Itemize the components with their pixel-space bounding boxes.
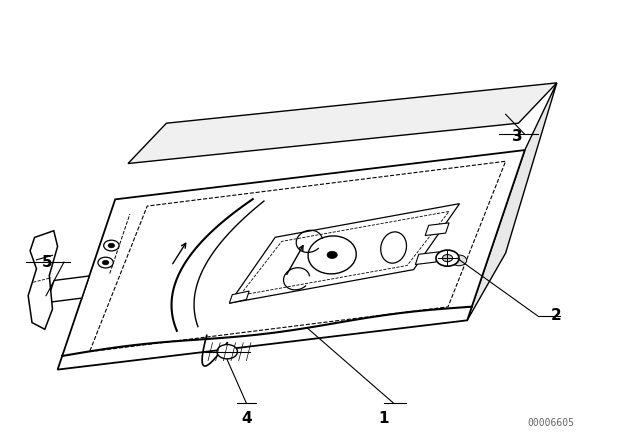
Polygon shape <box>425 223 449 236</box>
Polygon shape <box>229 291 249 303</box>
Polygon shape <box>128 83 557 164</box>
Text: 4: 4 <box>241 411 252 426</box>
Circle shape <box>451 255 467 266</box>
Polygon shape <box>467 83 557 320</box>
Ellipse shape <box>308 236 356 274</box>
Circle shape <box>442 254 452 262</box>
Polygon shape <box>415 252 439 264</box>
Circle shape <box>217 345 237 359</box>
Polygon shape <box>47 276 90 302</box>
Circle shape <box>104 240 119 251</box>
Circle shape <box>108 243 115 248</box>
Polygon shape <box>58 150 525 370</box>
Text: 00006605: 00006605 <box>527 418 574 428</box>
Text: 5: 5 <box>42 254 52 270</box>
Text: 1: 1 <box>379 411 389 426</box>
Ellipse shape <box>381 232 406 263</box>
Circle shape <box>98 257 113 268</box>
Polygon shape <box>229 204 460 303</box>
Circle shape <box>436 250 459 266</box>
Circle shape <box>102 260 109 265</box>
Circle shape <box>327 251 337 258</box>
Polygon shape <box>28 231 58 329</box>
Text: 3: 3 <box>512 129 523 144</box>
Text: 2: 2 <box>550 308 561 323</box>
